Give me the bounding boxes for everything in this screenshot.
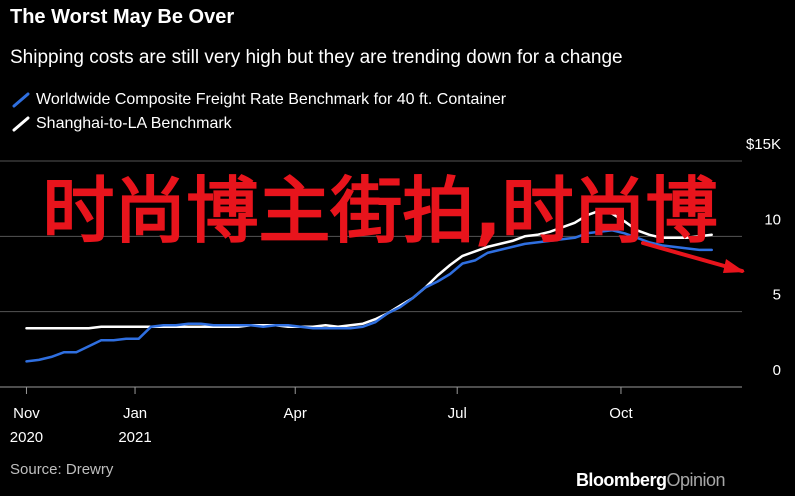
source-note: Source: Drewry (10, 461, 114, 478)
chart-title: The Worst May Be Over (10, 6, 235, 28)
x-tick-label: Oct (609, 405, 633, 422)
legend-item-shanghai: Shanghai-to-LA Benchmark (12, 112, 506, 136)
legend-swatch-worldwide (12, 92, 30, 108)
x-tick-year-label: 2021 (118, 429, 151, 446)
x-tick-label: Nov (13, 405, 40, 422)
series-line-shanghai (25, 209, 713, 330)
chart-legend: Worldwide Composite Freight Rate Benchma… (12, 88, 506, 136)
x-tick-year-label: 2020 (10, 429, 43, 446)
y-tick-label: 0 (773, 362, 781, 379)
legend-label-shanghai: Shanghai-to-LA Benchmark (36, 115, 232, 132)
y-tick-label: 10 (764, 211, 781, 228)
legend-swatch-shanghai (12, 116, 30, 132)
x-tick-label: Apr (284, 405, 307, 422)
grid-layer (0, 160, 742, 388)
brand-logo-secondary: Opinion (666, 470, 725, 490)
brand-logo: BloombergOpinion (575, 470, 726, 491)
axis-layer: $15K 10 5 0 Nov 2020 Jan 2021 Apr Jul Oct (10, 136, 781, 446)
x-tick-label: Jan (123, 405, 147, 422)
annotation-layer (641, 241, 745, 273)
series-layer (25, 209, 713, 363)
legend-swatch-shanghai-line (12, 116, 30, 132)
chart-subtitle: Shipping costs are still very high but t… (10, 47, 623, 68)
legend-swatch-worldwide-line (12, 92, 30, 108)
y-tick-label: 5 (773, 287, 781, 304)
legend-label-worldwide: Worldwide Composite Freight Rate Benchma… (36, 91, 507, 108)
y-tick-label: $15K (746, 136, 781, 153)
brand-logo-primary: Bloomberg (575, 470, 667, 490)
series-line-worldwide (25, 229, 713, 363)
overlay-arrow-head (723, 259, 745, 273)
legend-item-worldwide: Worldwide Composite Freight Rate Benchma… (12, 88, 506, 112)
x-tick-label: Jul (448, 405, 467, 422)
